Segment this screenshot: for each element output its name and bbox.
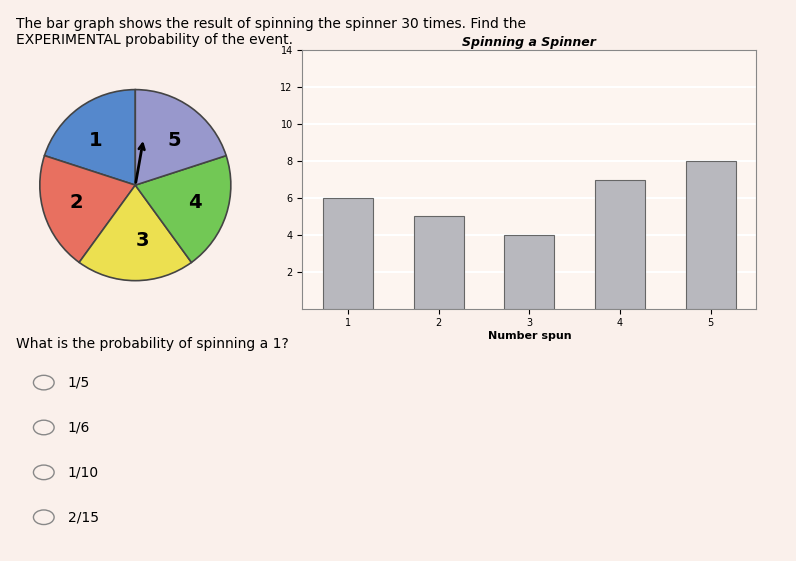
Text: The bar graph shows the result of spinning the spinner 30 times. Find the
EXPERI: The bar graph shows the result of spinni… bbox=[16, 17, 526, 47]
Wedge shape bbox=[79, 185, 192, 280]
Wedge shape bbox=[40, 155, 135, 263]
Text: 5: 5 bbox=[168, 131, 181, 150]
Text: 1/10: 1/10 bbox=[68, 466, 99, 479]
Bar bbox=[323, 198, 373, 309]
Bar bbox=[505, 235, 554, 309]
X-axis label: Number spun: Number spun bbox=[487, 331, 572, 341]
Text: 1/5: 1/5 bbox=[68, 376, 90, 389]
Wedge shape bbox=[135, 90, 226, 185]
Wedge shape bbox=[45, 90, 135, 185]
Text: 1: 1 bbox=[89, 131, 103, 150]
Text: 2/15: 2/15 bbox=[68, 511, 99, 524]
Text: 3: 3 bbox=[135, 231, 149, 250]
Text: 2: 2 bbox=[69, 193, 83, 211]
Text: What is the probability of spinning a 1?: What is the probability of spinning a 1? bbox=[16, 337, 289, 351]
Text: 4: 4 bbox=[188, 193, 201, 211]
Bar bbox=[685, 161, 736, 309]
Text: 1/6: 1/6 bbox=[68, 421, 90, 434]
Bar bbox=[595, 180, 645, 309]
Title: Spinning a Spinner: Spinning a Spinner bbox=[462, 36, 596, 49]
Wedge shape bbox=[135, 155, 231, 263]
Bar bbox=[414, 217, 463, 309]
